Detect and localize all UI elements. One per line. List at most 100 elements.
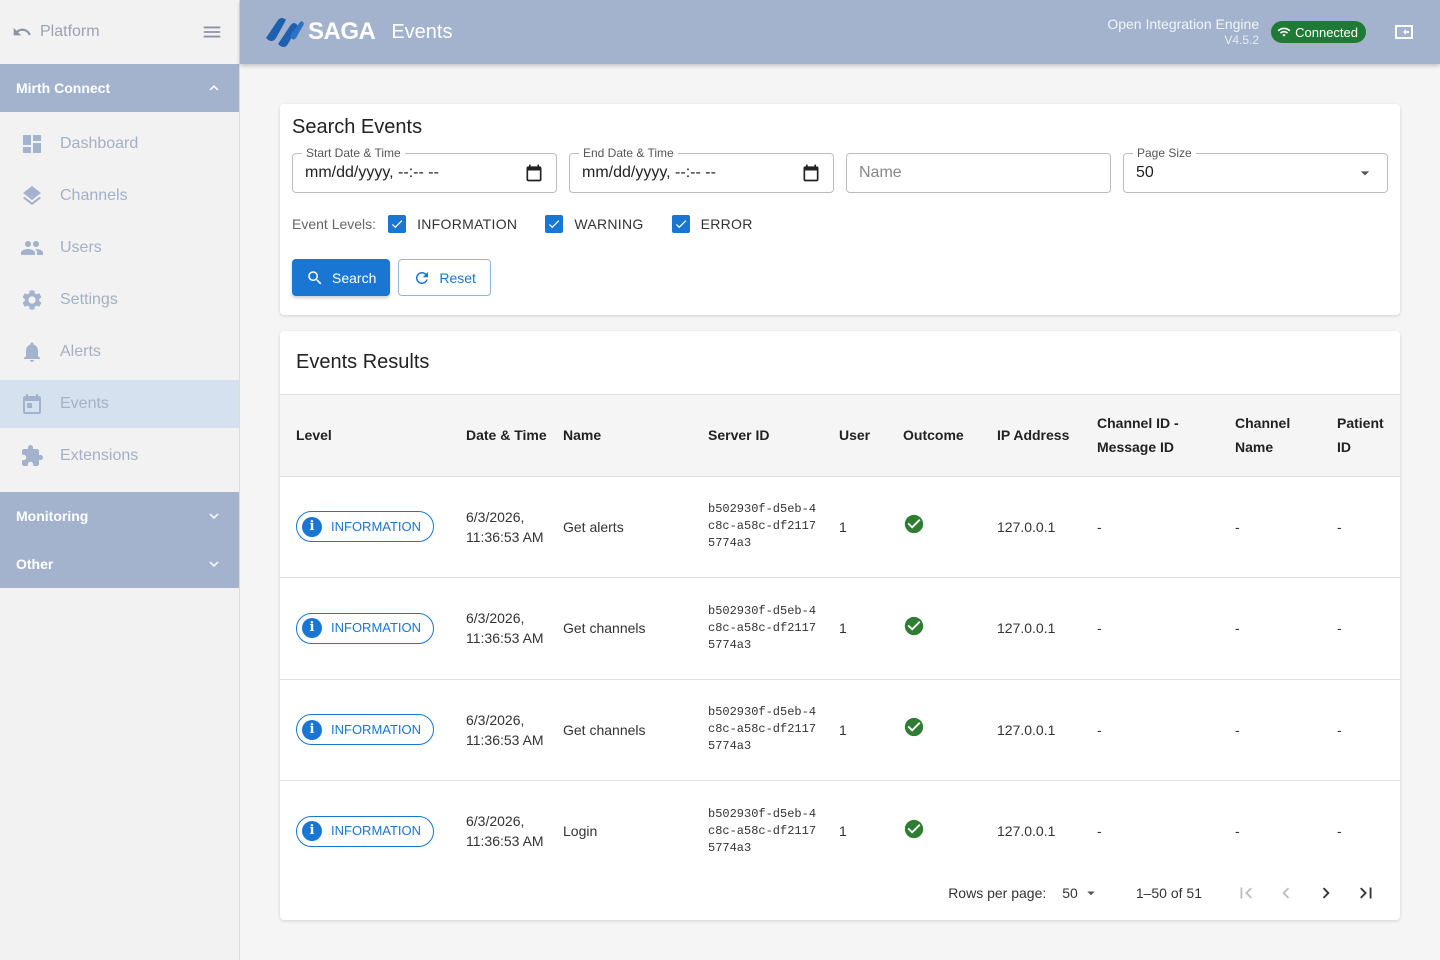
info-icon: i: [302, 719, 322, 740]
search-actions: Search Reset: [292, 259, 1388, 296]
column-header-name[interactable]: Name: [563, 427, 602, 444]
pagination-range: 1–50 of 51: [1135, 885, 1202, 901]
chevron-down-icon: [209, 513, 219, 519]
table-row[interactable]: i INFORMATION 6/3/2026, 11:36:53 AM Get c…: [280, 679, 1400, 780]
logout-icon[interactable]: [1392, 20, 1416, 44]
patient-id-cell: -: [1337, 620, 1342, 636]
events-table: Level Date & Time Name Server ID User Ou…: [280, 395, 1400, 882]
sidebar-item-label: Dashboard: [60, 135, 139, 152]
search-button-label: Search: [332, 269, 377, 286]
checkbox-warning[interactable]: WARNING: [545, 215, 643, 233]
engine-version: V4.5.2: [1224, 33, 1260, 47]
last-page-icon: [1360, 887, 1372, 899]
column-header-user[interactable]: User: [839, 427, 871, 444]
connection-status-badge: Connected: [1271, 21, 1366, 43]
info-icon: i: [302, 516, 322, 537]
column-header-outcome[interactable]: Outcome: [903, 427, 964, 444]
checkbox-information[interactable]: INFORMATION: [388, 215, 517, 233]
undo-icon[interactable]: [12, 22, 32, 42]
next-page-button[interactable]: [1306, 873, 1346, 913]
level-chip: i INFORMATION: [296, 612, 435, 644]
column-header-channel-message[interactable]: Channel ID - Message ID: [1097, 415, 1179, 456]
page-title: Events: [391, 20, 453, 43]
table-row[interactable]: i INFORMATION 6/3/2026, 11:36:53 AM Login…: [280, 780, 1400, 882]
checkbox-error[interactable]: ERROR: [671, 215, 753, 233]
search-events-card: Search Events Start Date & Time mm/dd/yy…: [280, 104, 1400, 315]
reset-button-label: Reset: [439, 269, 476, 286]
table-row[interactable]: i INFORMATION 6/3/2026, 11:36:53 AM Get c…: [280, 577, 1400, 679]
section-mirth-connect[interactable]: Mirth Connect: [0, 64, 239, 112]
column-header-date[interactable]: Date & Time: [466, 427, 547, 444]
column-header-channel-name[interactable]: Channel Name: [1235, 415, 1291, 456]
reset-button[interactable]: Reset: [398, 259, 491, 296]
column-header-ip[interactable]: IP Address: [997, 427, 1070, 444]
page-size-select[interactable]: Page Size 50: [1123, 146, 1388, 193]
users-icon: [21, 241, 43, 255]
checkbox-label: WARNING: [574, 216, 644, 232]
sidebar-item-events[interactable]: Events: [0, 380, 239, 428]
hamburger-menu-icon[interactable]: [201, 21, 223, 43]
first-page-icon: [1240, 887, 1252, 899]
calendar-icon[interactable]: [524, 163, 544, 183]
page-size-value: 50: [1136, 164, 1154, 181]
section-monitoring[interactable]: Monitoring: [0, 492, 239, 540]
saga-logo[interactable]: SAGA: [264, 16, 376, 48]
checkbox-checked-icon: [545, 215, 564, 233]
section-other[interactable]: Other: [0, 540, 239, 588]
name-field[interactable]: Name: [846, 153, 1111, 193]
server-id-cell: b502930f-d5eb-4c8c-a58c-df21175774a3: [708, 705, 817, 753]
first-page-button[interactable]: [1226, 873, 1266, 913]
column-header-level[interactable]: Level: [296, 427, 332, 444]
sidebar-item-extensions[interactable]: Extensions: [0, 432, 239, 480]
sidebar-item-users[interactable]: Users: [0, 224, 239, 272]
section-label: Mirth Connect: [16, 80, 111, 96]
wifi-icon: [1277, 27, 1291, 37]
name-cell: Get channels: [563, 721, 646, 738]
platform-link[interactable]: Platform: [40, 23, 100, 40]
dropdown-arrow-icon: [1360, 171, 1370, 176]
rows-per-page-select[interactable]: 50: [1062, 884, 1100, 902]
search-button[interactable]: Search: [292, 259, 391, 296]
channel-message-cell: -: [1097, 721, 1102, 738]
name-cell: Get channels: [563, 620, 646, 636]
level-cell: i INFORMATION: [280, 577, 458, 679]
date-cell: 6/3/2026, 11:36:53 AM: [466, 813, 544, 850]
sidebar-item-alerts[interactable]: Alerts: [0, 328, 239, 376]
checkbox-checked-icon: [388, 215, 407, 233]
sidebar-item-settings[interactable]: Settings: [0, 276, 239, 324]
name-cell: Login: [563, 823, 598, 840]
channel-message-cell: -: [1097, 823, 1102, 840]
sidebar-item-dashboard[interactable]: Dashboard: [0, 120, 239, 168]
event-levels-label: Event Levels:: [292, 216, 377, 232]
column-header-server-id[interactable]: Server ID: [708, 427, 770, 444]
table-header-row: Level Date & Time Name Server ID User Ou…: [280, 395, 1400, 476]
column-header-patient-id[interactable]: Patient ID: [1337, 415, 1384, 456]
previous-page-button[interactable]: [1266, 873, 1306, 913]
end-date-field[interactable]: End Date & Time mm/dd/yyyy, --:-- --: [569, 146, 834, 193]
start-date-field[interactable]: Start Date & Time mm/dd/yyyy, --:-- --: [292, 146, 557, 193]
level-cell: i INFORMATION: [280, 679, 458, 780]
sidebar-item-label: Channels: [60, 187, 128, 204]
server-id-cell: b502930f-d5eb-4c8c-a58c-df21175774a3: [708, 502, 817, 550]
success-check-icon: [904, 616, 924, 635]
sidebar-header: Platform: [0, 0, 239, 64]
server-id-cell: b502930f-d5eb-4c8c-a58c-df21175774a3: [708, 603, 817, 652]
patient-id-cell: -: [1337, 823, 1342, 840]
sidebar-item-label: Extensions: [60, 447, 139, 464]
last-page-button[interactable]: [1346, 873, 1386, 913]
ip-cell: 127.0.0.1: [997, 823, 1056, 840]
server-id-cell: b502930f-d5eb-4c8c-a58c-df21175774a3: [708, 806, 817, 855]
search-icon: [308, 270, 322, 284]
page-size-label: Page Size: [1133, 146, 1196, 160]
calendar-icon[interactable]: [801, 163, 821, 183]
dashboard-icon: [23, 135, 41, 153]
events-results-card: Events Results Level Date & Time Name Se…: [280, 331, 1400, 920]
level-label: INFORMATION: [331, 518, 422, 534]
chevron-up-icon: [209, 85, 219, 91]
sidebar-item-channels[interactable]: Channels: [0, 172, 239, 220]
channel-message-cell: -: [1097, 518, 1102, 535]
level-chip: i INFORMATION: [296, 511, 435, 542]
patient-id-cell: -: [1337, 721, 1342, 738]
ip-cell: 127.0.0.1: [997, 518, 1056, 535]
table-row[interactable]: i INFORMATION 6/3/2026, 11:36:53 AM Get a…: [280, 476, 1400, 577]
